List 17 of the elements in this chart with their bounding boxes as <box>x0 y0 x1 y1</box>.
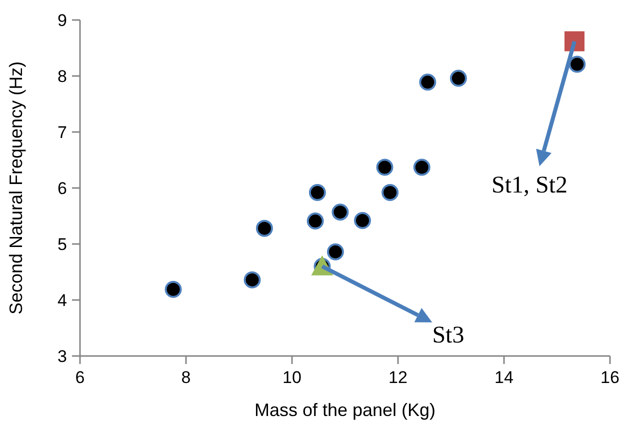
y-tick-label: 5 <box>58 235 67 254</box>
y-tick-label: 3 <box>58 347 67 366</box>
annotation: St3 <box>432 322 464 348</box>
annotation: St1, St2 <box>491 172 568 198</box>
y-axis-title: Second Natural Frequency (Hz) <box>6 61 26 315</box>
x-tick-label: 14 <box>494 368 514 387</box>
x-tick-label: 12 <box>388 368 408 387</box>
x-tick-label: 6 <box>75 368 85 387</box>
x-tick-label: 10 <box>282 368 302 387</box>
x-tick-label: 8 <box>181 368 191 387</box>
x-tick-label: 16 <box>600 368 620 387</box>
y-tick-label: 9 <box>58 11 67 30</box>
y-tick-label: 6 <box>58 179 67 198</box>
y-tick-label: 8 <box>58 67 67 86</box>
y-tick-label: 7 <box>58 123 67 142</box>
x-axis-title: Mass of the panel (Kg) <box>254 400 436 420</box>
y-tick-label: 4 <box>58 291 67 310</box>
